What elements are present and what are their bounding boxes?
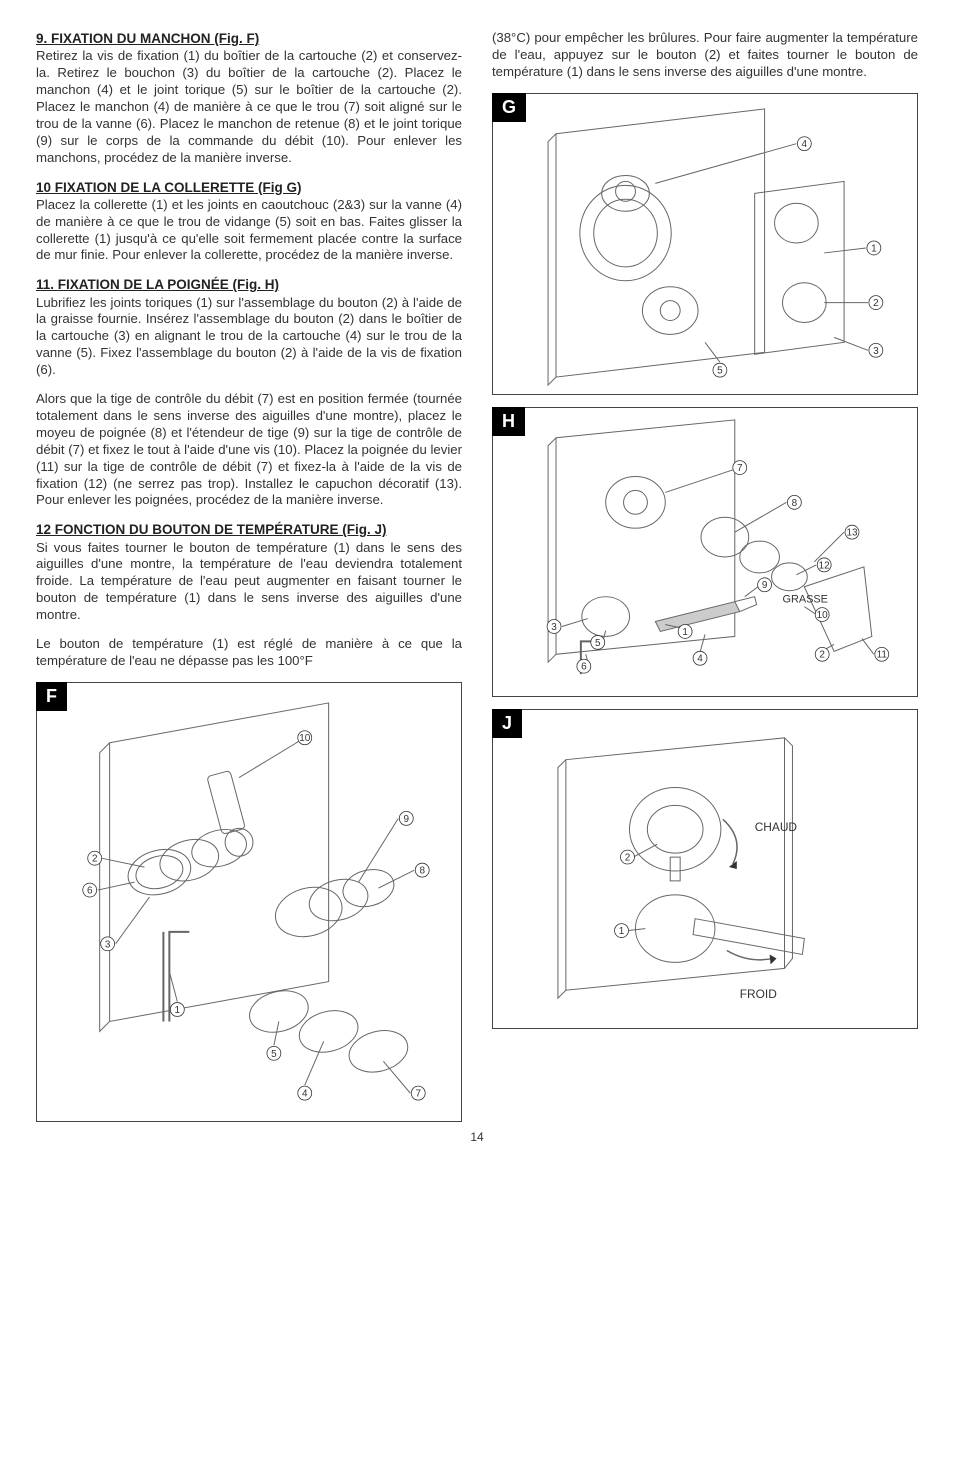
svg-text:2: 2 — [819, 649, 825, 660]
svg-text:5: 5 — [595, 638, 601, 649]
figure-h-label: H — [492, 407, 525, 436]
svg-text:9: 9 — [762, 580, 768, 591]
svg-text:8: 8 — [792, 497, 798, 508]
section-9-heading: 9. FIXATION DU MANCHON (Fig. F) — [36, 30, 462, 47]
svg-text:1: 1 — [871, 243, 877, 254]
svg-text:12: 12 — [819, 560, 831, 571]
svg-text:5: 5 — [271, 1049, 277, 1060]
figure-g-diagram: 4 1 2 3 5 — [493, 94, 917, 394]
two-column-layout: 9. FIXATION DU MANCHON (Fig. F) Retirez … — [36, 30, 918, 1122]
section-11-heading: 11. FIXATION DE LA POIGNÉE (Fig. H) — [36, 276, 462, 293]
section-10-heading: 10 FIXATION DE LA COLLERETTE (Fig G) — [36, 179, 462, 196]
section-9-body: Retirez la vis de fixation (1) du boîtie… — [36, 48, 462, 166]
figure-g: G — [492, 93, 918, 395]
svg-text:2: 2 — [625, 852, 631, 863]
section-11-body-2: Alors que la tige de contrôle du débit (… — [36, 391, 462, 509]
figure-h-diagram: GRASSE 7 8 13 12 9 10 3 1 5 4 2 11 6 — [493, 408, 917, 696]
svg-text:10: 10 — [299, 733, 311, 744]
section-10-body: Placez la collerette (1) et les joints e… — [36, 197, 462, 265]
svg-text:2: 2 — [873, 298, 879, 309]
svg-text:7: 7 — [737, 463, 743, 474]
cold-label: FROID — [740, 987, 777, 1001]
svg-text:3: 3 — [105, 939, 111, 950]
svg-text:11: 11 — [877, 649, 888, 660]
right-column: (38°C) pour empêcher les brûlures. Pour … — [492, 30, 918, 1122]
svg-text:4: 4 — [697, 653, 703, 664]
svg-text:3: 3 — [873, 345, 879, 356]
figure-j-diagram: CHAUD FROID 2 1 — [493, 710, 917, 1028]
figure-j-label: J — [492, 709, 522, 738]
left-column: 9. FIXATION DU MANCHON (Fig. F) Retirez … — [36, 30, 462, 1122]
svg-text:2: 2 — [92, 853, 98, 864]
svg-text:5: 5 — [717, 365, 723, 376]
svg-text:6: 6 — [581, 661, 587, 672]
hot-label: CHAUD — [755, 820, 798, 834]
section-12-body-1: Si vous faites tourner le bouton de temp… — [36, 540, 462, 624]
svg-text:8: 8 — [419, 865, 425, 876]
svg-text:9: 9 — [404, 814, 410, 825]
grease-label: GRASSE — [782, 593, 827, 605]
svg-text:1: 1 — [175, 1005, 181, 1016]
right-intro: (38°C) pour empêcher les brûlures. Pour … — [492, 30, 918, 81]
figure-f-diagram: 10 9 2 8 6 3 1 5 4 7 — [37, 683, 461, 1121]
svg-text:6: 6 — [87, 885, 93, 896]
svg-text:1: 1 — [619, 926, 625, 937]
figure-f: F — [36, 682, 462, 1122]
figure-h: H — [492, 407, 918, 697]
section-12-body-2: Le bouton de température (1) est réglé d… — [36, 636, 462, 670]
figure-f-label: F — [36, 682, 67, 711]
svg-text:3: 3 — [551, 622, 557, 633]
svg-text:4: 4 — [302, 1088, 308, 1099]
svg-text:1: 1 — [682, 627, 688, 638]
section-11-body-1: Lubrifiez les joints toriques (1) sur l'… — [36, 295, 462, 379]
section-12-heading: 12 FONCTION DU BOUTON DE TEMPÉRATURE (Fi… — [36, 521, 462, 538]
page-number: 14 — [36, 1130, 918, 1145]
figure-g-label: G — [492, 93, 526, 122]
svg-text:13: 13 — [846, 527, 858, 538]
figure-j: J — [492, 709, 918, 1029]
svg-text:7: 7 — [415, 1088, 421, 1099]
svg-text:4: 4 — [802, 139, 808, 150]
svg-text:10: 10 — [817, 610, 829, 621]
